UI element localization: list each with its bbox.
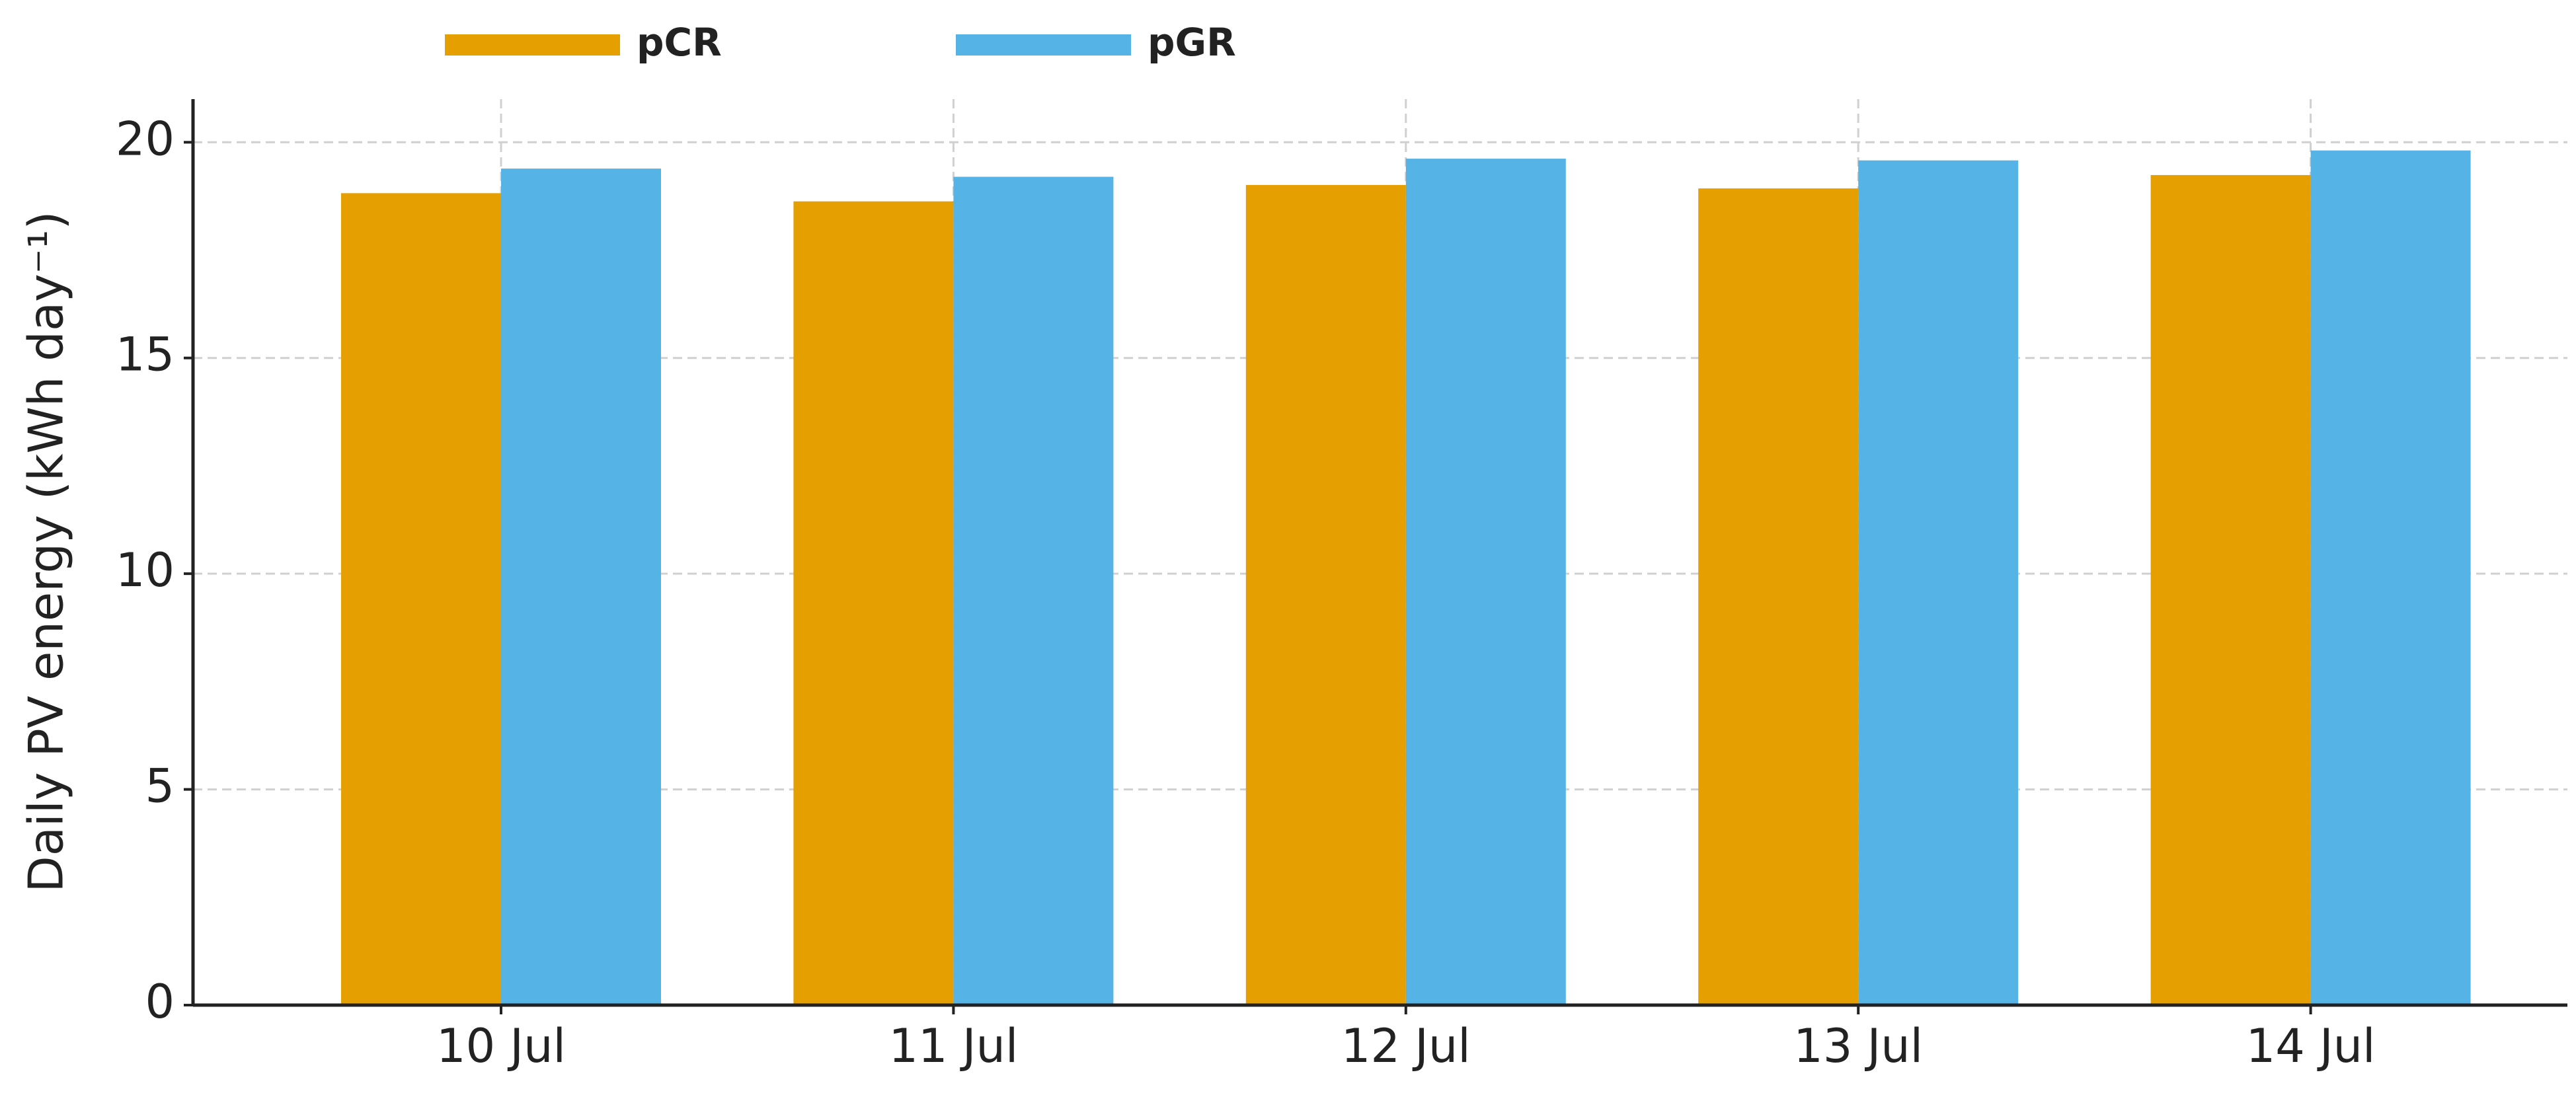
- legend-swatch: [445, 34, 620, 56]
- x-tick-label: 13 Jul: [1793, 1019, 1923, 1073]
- bar: [953, 176, 1114, 1005]
- y-tick-label: 20: [116, 112, 175, 166]
- bar: [1858, 160, 2019, 1006]
- x-tick-label: 11 Jul: [889, 1019, 1019, 1073]
- bar: [793, 201, 954, 1005]
- x-tick-label: 12 Jul: [1341, 1019, 1471, 1073]
- bar: [1245, 184, 1406, 1005]
- y-tick-label: 5: [145, 759, 175, 813]
- bar: [2310, 150, 2471, 1006]
- bar: [1698, 188, 1859, 1006]
- legend-label: pGR: [1148, 20, 1236, 65]
- x-tick-label: 14 Jul: [2246, 1019, 2376, 1073]
- legend-swatch: [956, 34, 1131, 56]
- bar: [2150, 174, 2311, 1006]
- bar: [501, 169, 661, 1006]
- y-tick-label: 15: [116, 328, 175, 382]
- y-tick-label: 10: [116, 543, 175, 597]
- x-tick-label: 10 Jul: [436, 1019, 566, 1073]
- y-tick-label: 0: [145, 975, 175, 1029]
- bar: [1405, 159, 1566, 1006]
- bar: [341, 193, 501, 1005]
- legend-label: pCR: [637, 20, 722, 65]
- y-axis-label: Daily PV energy (kWh day⁻¹): [19, 211, 74, 892]
